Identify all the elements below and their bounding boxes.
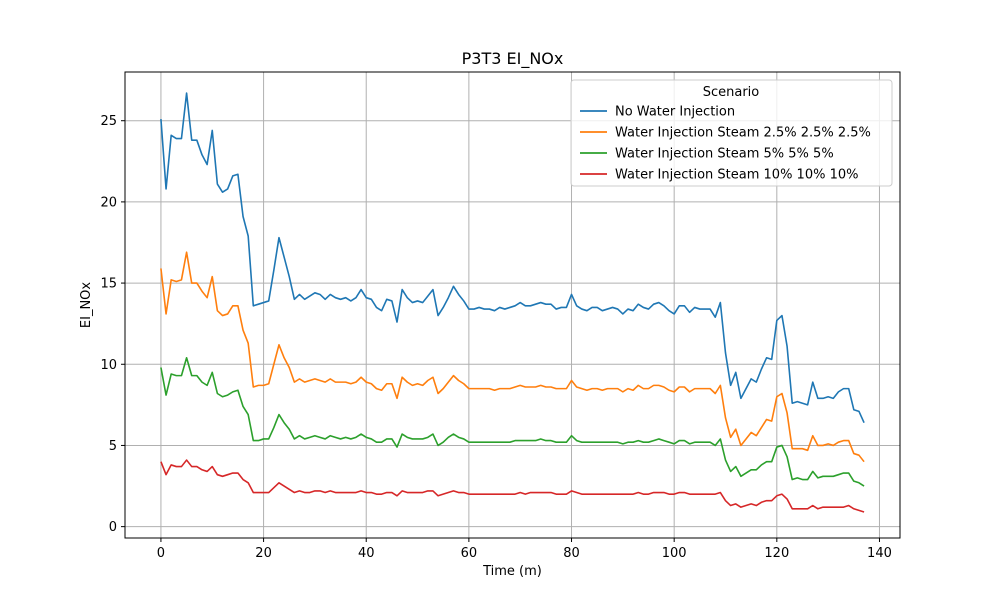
legend-entry-2: Water Injection Steam 2.5% 2.5% 2.5% <box>615 126 871 141</box>
x-tick-label: 100 <box>662 546 687 561</box>
x-tick-label: 40 <box>358 546 375 561</box>
x-axis: 0 20 40 60 80 100 120 140 <box>157 538 892 561</box>
y-tick-label: 25 <box>100 114 117 129</box>
x-tick-label: 20 <box>255 546 272 561</box>
legend-entry-4: Water Injection Steam 10% 10% 10% <box>615 168 858 183</box>
y-tick-label: 15 <box>100 277 117 292</box>
y-tick-label: 5 <box>109 439 117 454</box>
y-axis-label: EI_NOx <box>79 282 94 329</box>
legend-entry-1: No Water Injection <box>615 105 735 120</box>
series-line-4 <box>160 459 865 513</box>
chart-title: P3T3 EI_NOx <box>462 49 564 69</box>
x-tick-label: 60 <box>461 546 478 561</box>
series-group <box>160 92 865 513</box>
y-tick-label: 20 <box>100 195 117 210</box>
y-axis: 0 5 10 15 20 25 <box>100 114 125 535</box>
series-line-2 <box>160 251 865 463</box>
x-axis-label: Time (m) <box>482 564 542 579</box>
x-tick-label: 140 <box>867 546 892 561</box>
legend: Scenario No Water Injection Water Injecti… <box>570 79 893 187</box>
x-tick-label: 0 <box>157 546 165 561</box>
y-tick-label: 10 <box>100 358 117 373</box>
series-line-3 <box>160 356 865 487</box>
plot-frame <box>124 71 901 539</box>
x-tick-label: 120 <box>764 546 789 561</box>
legend-title: Scenario <box>703 85 760 100</box>
x-tick-label: 80 <box>563 546 580 561</box>
series-line-1 <box>160 92 865 424</box>
y-tick-label: 0 <box>109 520 117 535</box>
legend-box <box>570 79 893 187</box>
legend-entry-3: Water Injection Steam 5% 5% 5% <box>615 147 834 162</box>
